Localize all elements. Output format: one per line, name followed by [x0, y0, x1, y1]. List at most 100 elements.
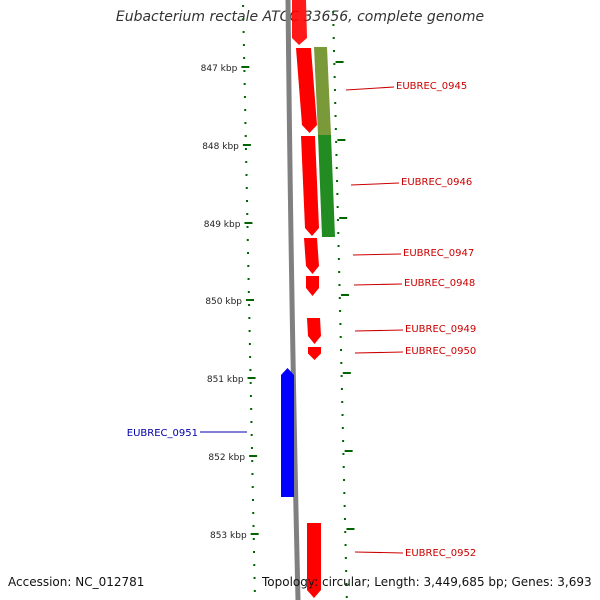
tick-mark	[341, 427, 344, 429]
tick-mark	[332, 37, 335, 39]
gene-label-leader	[352, 253, 402, 256]
tick-mark	[339, 323, 342, 325]
gene-feature-eubrec_0951[interactable]	[281, 368, 294, 497]
major-tick	[250, 533, 259, 535]
tick-mark	[242, 31, 245, 33]
inner-tick-track	[242, 5, 256, 592]
tick-mark	[342, 440, 345, 442]
gene-features	[281, 0, 321, 598]
tick-mark	[248, 343, 251, 345]
tick-mark	[250, 434, 253, 436]
gene-feature-eubrec_0946[interactable]	[301, 136, 319, 236]
tick-mark	[242, 5, 245, 7]
outer-tick-track	[332, 11, 348, 598]
tick-mark	[248, 317, 251, 319]
scale-label: 853 kbp	[210, 531, 247, 541]
major-tick	[339, 217, 348, 219]
gene-label-eubrec_0945[interactable]: EUBREC_0945	[396, 81, 467, 92]
tick-mark	[344, 544, 347, 546]
gene-label-eubrec_0950[interactable]: EUBREC_0950	[405, 346, 476, 357]
tick-mark	[332, 24, 335, 26]
tick-mark	[249, 395, 252, 397]
tick-mark	[334, 115, 337, 117]
highlight-segments	[314, 47, 335, 237]
tick-mark	[251, 460, 254, 462]
scale-label: 850 kbp	[205, 297, 242, 307]
gene-label-eubrec_0946[interactable]: EUBREC_0946	[401, 177, 472, 188]
major-tick	[335, 61, 344, 63]
tick-mark	[340, 349, 343, 351]
major-tick	[242, 144, 251, 146]
tick-mark	[245, 187, 248, 189]
tick-mark	[336, 206, 339, 208]
tick-mark	[337, 258, 340, 260]
tick-mark	[249, 356, 252, 358]
tick-mark	[336, 180, 339, 182]
highlight-segment	[314, 47, 331, 135]
tick-mark	[246, 200, 248, 202]
tick-mark	[336, 219, 339, 221]
tick-mark	[244, 148, 247, 150]
tick-mark	[247, 278, 250, 280]
tick-mark	[243, 57, 246, 59]
scale-label: 848 kbp	[202, 142, 239, 152]
tick-mark	[334, 102, 337, 104]
tick-mark	[339, 336, 342, 338]
major-tick	[249, 455, 258, 457]
tick-mark	[250, 447, 253, 449]
tick-mark	[333, 89, 336, 91]
tick-mark	[251, 473, 254, 475]
gene-feature-eubrec_0949[interactable]	[307, 318, 321, 344]
gene-label-eubrec_0951[interactable]: EUBREC_0951	[127, 428, 198, 439]
tick-mark	[335, 167, 338, 169]
tick-mark	[246, 226, 249, 228]
tick-mark	[342, 466, 345, 468]
tick-mark	[246, 213, 249, 215]
tick-mark	[343, 505, 346, 507]
tick-mark	[249, 369, 252, 371]
tick-mark	[333, 63, 336, 65]
tick-mark	[242, 44, 245, 46]
tick-mark	[345, 583, 348, 585]
tick-mark	[247, 291, 250, 293]
tick-mark	[340, 375, 343, 377]
tick-mark	[334, 128, 337, 130]
gene-label-eubrec_0949[interactable]: EUBREC_0949	[405, 324, 476, 335]
scale-label: 849 kbp	[204, 220, 241, 230]
genome-backbone	[285, 0, 301, 600]
gene-feature-partial[interactable]	[292, 0, 307, 45]
tick-mark	[335, 141, 338, 143]
tick-mark	[340, 362, 343, 364]
major-tick	[241, 66, 250, 68]
tick-mark	[248, 304, 251, 306]
major-tick	[246, 299, 254, 301]
major-tick	[341, 294, 349, 296]
tick-mark	[340, 388, 343, 390]
tick-mark	[250, 421, 253, 423]
gene-feature-eubrec_0950[interactable]	[308, 347, 321, 360]
tick-mark	[250, 408, 253, 410]
accession-text: Accession: NC_012781	[8, 575, 145, 589]
tick-mark	[338, 271, 341, 273]
tick-mark	[337, 245, 340, 247]
gene-feature-eubrec_0945[interactable]	[296, 48, 317, 133]
tick-mark	[333, 50, 336, 52]
tick-mark	[252, 525, 255, 527]
tick-mark	[341, 401, 344, 403]
tick-mark	[248, 330, 251, 332]
gene-labels: EUBREC_0945 EUBREC_0946 EUBREC_0947 EUBREC_…	[127, 81, 476, 559]
gene-feature-eubrec_0952[interactable]	[307, 523, 321, 598]
gene-feature-eubrec_0947[interactable]	[304, 238, 319, 274]
gene-label-eubrec_0952[interactable]: EUBREC_0952	[405, 548, 476, 559]
major-tick	[346, 528, 355, 530]
gene-label-leader	[345, 86, 395, 91]
highlight-segment	[318, 135, 335, 237]
gene-label-eubrec_0948[interactable]: EUBREC_0948	[404, 278, 475, 289]
tick-mark	[245, 174, 248, 176]
gene-label-eubrec_0947[interactable]: EUBREC_0947	[403, 248, 474, 259]
gene-label-leader	[354, 351, 404, 354]
gene-feature-eubrec_0948[interactable]	[306, 276, 319, 296]
tick-mark	[344, 531, 347, 533]
